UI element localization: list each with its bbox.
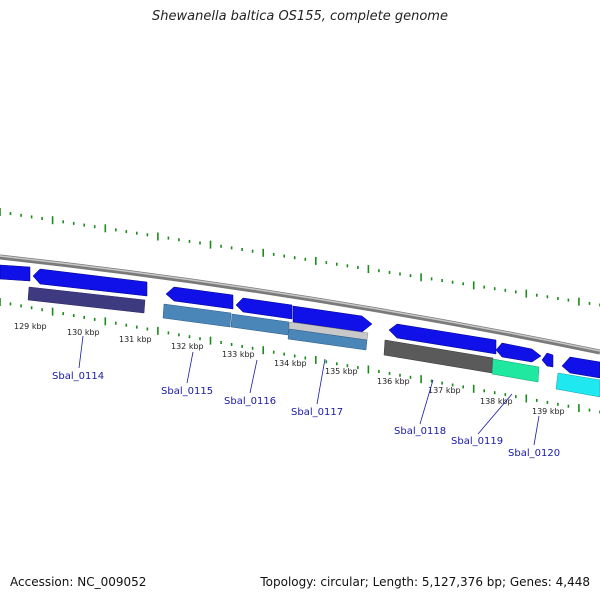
cog-block[interactable] xyxy=(491,358,540,383)
cog-block[interactable] xyxy=(162,303,232,328)
gene-label[interactable]: Sbal_0119 xyxy=(451,436,503,447)
cds-arrow[interactable] xyxy=(32,268,148,297)
cds-arrow[interactable] xyxy=(165,286,234,310)
gene-labels: Sbal_0114 Sbal_0115 Sbal_0116 Sbal_0117 … xyxy=(52,371,560,459)
cds-arrow[interactable] xyxy=(0,264,31,282)
scale-label: 139 kbp xyxy=(532,407,565,416)
leader-line xyxy=(533,415,540,446)
gene-label[interactable]: Sbal_0114 xyxy=(52,371,104,382)
genome-stats-label: Topology: circular; Length: 5,127,376 bp… xyxy=(260,575,590,589)
map-title: Shewanella baltica OS155, complete genom… xyxy=(152,9,448,24)
leader-line xyxy=(78,335,84,369)
accession-label: Accession: NC_009052 xyxy=(10,575,147,589)
scale-label: 135 kbp xyxy=(325,367,358,376)
outer-tick-ring xyxy=(0,208,600,307)
cds-arrow[interactable] xyxy=(561,356,600,379)
gene-label[interactable]: Sbal_0117 xyxy=(291,407,343,418)
scale-label: 129 kbp xyxy=(14,322,47,331)
cds-arrow[interactable] xyxy=(292,305,373,333)
scale-label: 137 kbp xyxy=(428,386,461,395)
gene-label[interactable]: Sbal_0120 xyxy=(508,448,560,459)
cds-arrow[interactable] xyxy=(495,342,542,363)
genome-backbone-highlight xyxy=(0,255,600,352)
inner-tick-ring xyxy=(0,298,600,414)
cds-arrow[interactable] xyxy=(541,352,554,368)
cog-block[interactable] xyxy=(230,313,290,336)
leader-line xyxy=(477,393,513,435)
scale-label: 134 kbp xyxy=(274,359,307,368)
scale-label: 131 kbp xyxy=(119,335,152,344)
gene-label[interactable]: Sbal_0118 xyxy=(394,426,446,437)
cog-block[interactable] xyxy=(27,286,146,314)
scale-label: 136 kbp xyxy=(377,377,410,386)
gene-label-leaders xyxy=(78,335,540,446)
gene-label[interactable]: Sbal_0116 xyxy=(224,396,276,407)
leader-line xyxy=(186,351,194,384)
cog-block[interactable] xyxy=(555,372,600,398)
genome-backbone xyxy=(0,254,600,355)
cds-track xyxy=(0,264,600,379)
cds-arrow[interactable] xyxy=(235,297,293,320)
cog-block[interactable] xyxy=(287,328,368,351)
gene-label[interactable]: Sbal_0115 xyxy=(161,386,213,397)
scale-labels: 129 kbp 130 kbp 131 kbp 132 kbp 133 kbp … xyxy=(14,322,565,416)
scale-label: 133 kbp xyxy=(222,350,255,359)
leader-line xyxy=(419,379,434,425)
leader-line xyxy=(249,359,258,394)
scale-label: 138 kbp xyxy=(480,397,513,406)
scale-label: 130 kbp xyxy=(67,328,100,337)
cog-track xyxy=(27,286,600,398)
scale-label: 132 kbp xyxy=(171,342,204,351)
leader-line xyxy=(316,358,326,405)
cds-arrow[interactable] xyxy=(388,323,497,355)
